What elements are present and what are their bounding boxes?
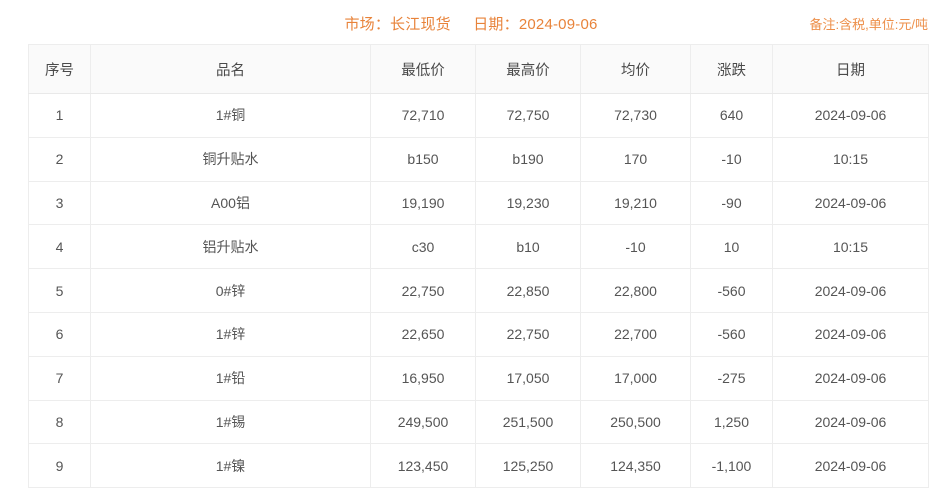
row-product-name: 1#镍	[90, 443, 371, 488]
column-header-change[interactable]: 涨跌	[690, 44, 773, 94]
row-low-price: 19,190	[370, 180, 476, 226]
column-header-high[interactable]: 最高价	[475, 44, 581, 94]
row-low-price: b150	[370, 136, 476, 182]
row-index: 4	[28, 224, 91, 270]
row-change: -1,100	[690, 443, 773, 488]
row-date: 2024-09-06	[772, 355, 929, 401]
row-avg-price: 19,210	[580, 180, 691, 226]
row-change: 1,250	[690, 399, 773, 445]
row-high-price: 22,750	[475, 311, 581, 357]
table-row[interactable]: 4 铝升贴水 c30 b10 -10 10 10:15	[28, 224, 929, 270]
market-label: 市场：长江现货	[344, 16, 451, 33]
row-date: 2024-09-06	[772, 311, 929, 357]
row-index: 7	[28, 355, 91, 401]
row-change: -10	[690, 136, 773, 182]
row-high-price: b10	[475, 224, 581, 270]
row-change: -560	[690, 311, 773, 357]
row-date: 2024-09-06	[772, 443, 929, 488]
row-index: 3	[28, 180, 91, 226]
row-avg-price: -10	[580, 224, 691, 270]
table-row[interactable]: 6 1#锌 22,650 22,750 22,700 -560 2024-09-06	[28, 311, 929, 357]
row-index: 6	[28, 311, 91, 357]
row-avg-price: 22,800	[580, 268, 691, 313]
column-header-date[interactable]: 日期	[772, 44, 929, 94]
table-row[interactable]: 9 1#镍 123,450 125,250 124,350 -1,100 2024-09-0…	[28, 443, 929, 488]
row-high-price: 251,500	[475, 399, 581, 445]
row-date: 2024-09-06	[772, 268, 929, 313]
table-row[interactable]: 3 A00铝 19,190 19,230 19,210 -90 2024-09-06	[28, 180, 929, 226]
row-date: 2024-09-06	[772, 399, 929, 445]
row-index: 5	[28, 268, 91, 313]
price-table: 序号 品名 最低价 最高价 均价 涨跌 日期 1 1#铜 72,710 72,750 7…	[28, 44, 929, 488]
row-product-name: 1#锡	[90, 399, 371, 445]
row-product-name: 0#锌	[90, 268, 371, 313]
row-change: -90	[690, 180, 773, 226]
table-row[interactable]: 5 0#锌 22,750 22,850 22,800 -560 2024-09-06	[28, 268, 929, 313]
row-product-name: 1#锌	[90, 311, 371, 357]
row-high-price: 22,850	[475, 268, 581, 313]
row-high-price: 17,050	[475, 355, 581, 401]
table-row[interactable]: 1 1#铜 72,710 72,750 72,730 640 2024-09-06	[28, 93, 929, 138]
row-avg-price: 17,000	[580, 355, 691, 401]
price-table-container: 序号 品名 最低价 最高价 均价 涨跌 日期 1 1#铜 72,710 72,750 7…	[28, 44, 929, 488]
row-low-price: 249,500	[370, 399, 476, 445]
table-header-row: 序号 品名 最低价 最高价 均价 涨跌 日期	[28, 44, 929, 94]
row-low-price: 22,650	[370, 311, 476, 357]
info-bar: 市场：长江现货 日期：2024-09-06 备注:含税,单位:元/吨	[0, 0, 942, 44]
row-change: -560	[690, 268, 773, 313]
quote-date-label: 日期：2024-09-06	[473, 16, 598, 33]
row-change: 640	[690, 93, 773, 138]
column-header-index[interactable]: 序号	[28, 44, 91, 94]
column-header-avg[interactable]: 均价	[580, 44, 691, 94]
row-date: 10:15	[772, 224, 929, 270]
row-index: 2	[28, 136, 91, 182]
table-row[interactable]: 7 1#铅 16,950 17,050 17,000 -275 2024-09-06	[28, 355, 929, 401]
row-high-price: b190	[475, 136, 581, 182]
row-product-name: 1#铅	[90, 355, 371, 401]
row-low-price: 72,710	[370, 93, 476, 138]
column-header-low[interactable]: 最低价	[370, 44, 476, 94]
table-row[interactable]: 8 1#锡 249,500 251,500 250,500 1,250 2024-09-06	[28, 399, 929, 445]
row-low-price: c30	[370, 224, 476, 270]
column-header-name[interactable]: 品名	[90, 44, 371, 94]
table-body: 1 1#铜 72,710 72,750 72,730 640 2024-09-06 2 铜升贴水…	[28, 93, 929, 488]
row-avg-price: 22,700	[580, 311, 691, 357]
row-avg-price: 250,500	[580, 399, 691, 445]
row-avg-price: 72,730	[580, 93, 691, 138]
row-change: -275	[690, 355, 773, 401]
row-high-price: 125,250	[475, 443, 581, 488]
row-low-price: 16,950	[370, 355, 476, 401]
row-low-price: 123,450	[370, 443, 476, 488]
table-header: 序号 品名 最低价 最高价 均价 涨跌 日期	[28, 44, 929, 94]
row-high-price: 72,750	[475, 93, 581, 138]
row-index: 8	[28, 399, 91, 445]
row-date: 2024-09-06	[772, 93, 929, 138]
row-date: 2024-09-06	[772, 180, 929, 226]
row-date: 10:15	[772, 136, 929, 182]
market-date-line: 市场：长江现货 日期：2024-09-06	[0, 13, 942, 34]
row-product-name: A00铝	[90, 180, 371, 226]
row-avg-price: 170	[580, 136, 691, 182]
row-index: 9	[28, 443, 91, 488]
row-high-price: 19,230	[475, 180, 581, 226]
row-index: 1	[28, 93, 91, 138]
row-change: 10	[690, 224, 773, 270]
remark-note: 备注:含税,单位:元/吨	[809, 17, 928, 32]
row-product-name: 铝升贴水	[90, 224, 371, 270]
row-product-name: 1#铜	[90, 93, 371, 138]
row-low-price: 22,750	[370, 268, 476, 313]
row-avg-price: 124,350	[580, 443, 691, 488]
row-product-name: 铜升贴水	[90, 136, 371, 182]
table-row[interactable]: 2 铜升贴水 b150 b190 170 -10 10:15	[28, 136, 929, 182]
